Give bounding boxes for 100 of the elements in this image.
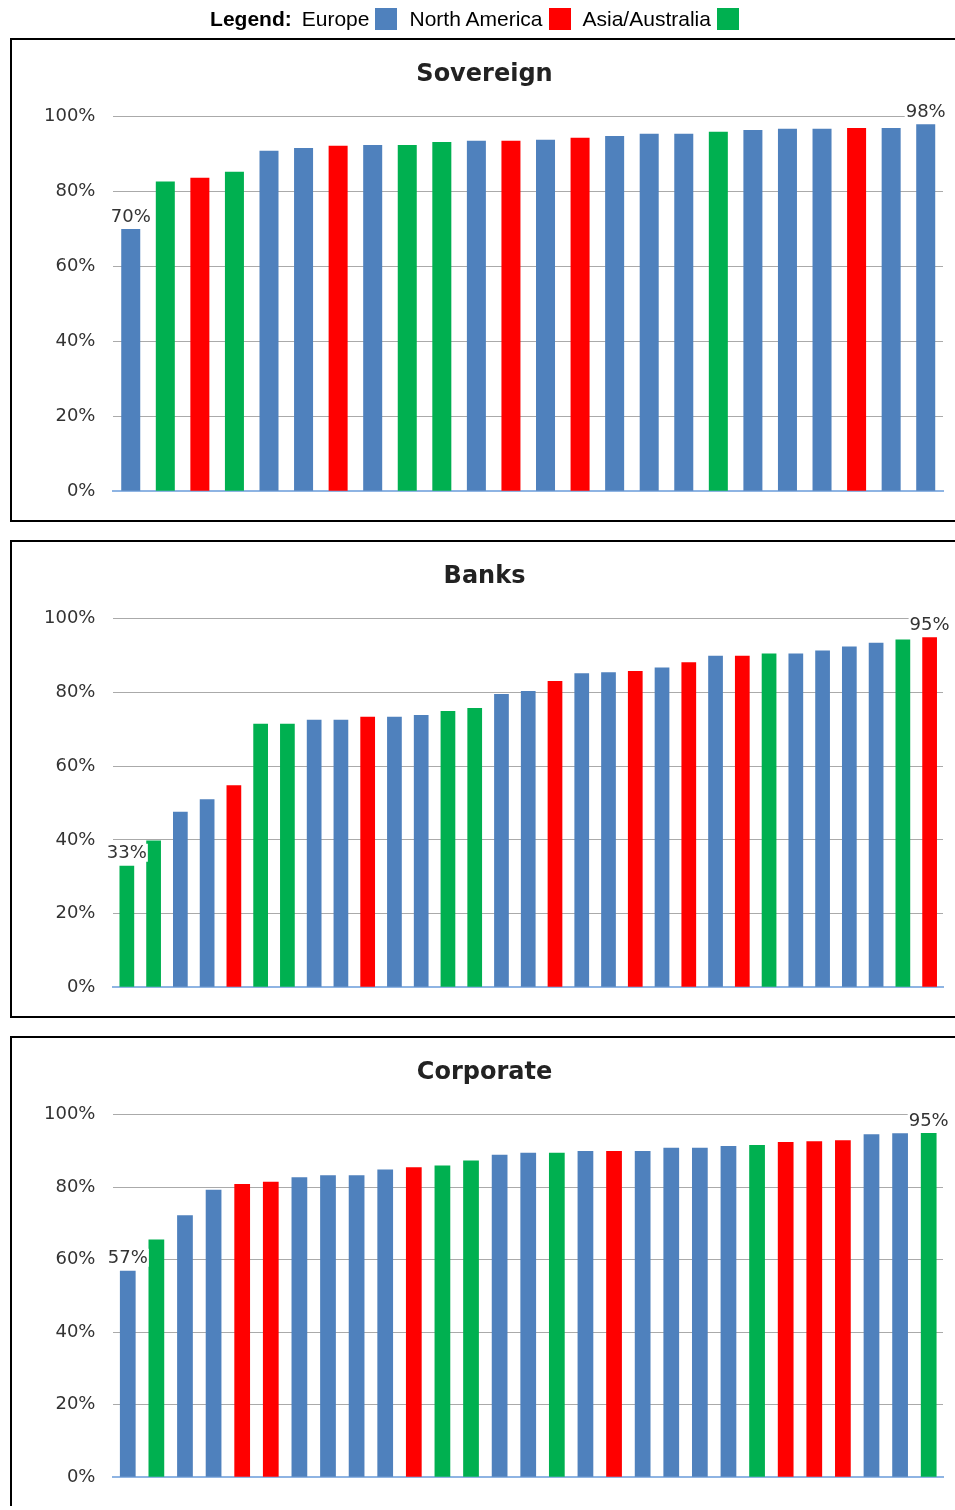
bar xyxy=(777,128,797,491)
bar xyxy=(788,653,804,987)
bar xyxy=(333,719,349,987)
data-label: 95% xyxy=(908,1108,949,1130)
bar xyxy=(720,1145,737,1477)
bar xyxy=(205,1189,222,1477)
bar xyxy=(743,129,763,491)
bar xyxy=(280,723,295,987)
bar xyxy=(224,171,244,491)
y-tick-label: 20% xyxy=(55,1392,96,1414)
bar xyxy=(835,1140,851,1477)
legend-label: Europe xyxy=(301,7,370,31)
y-tick-label: 80% xyxy=(55,680,96,702)
bar xyxy=(387,716,402,987)
bar xyxy=(570,137,590,491)
data-label: 98% xyxy=(905,99,946,121)
bar xyxy=(146,840,161,987)
bar xyxy=(681,662,697,987)
bar xyxy=(841,646,857,987)
bar xyxy=(863,1134,880,1477)
bar xyxy=(306,719,322,987)
y-tick-label: 0% xyxy=(66,1464,96,1486)
bar xyxy=(708,655,723,987)
y-tick-label: 0% xyxy=(66,974,96,996)
bar xyxy=(674,133,694,491)
bar xyxy=(466,140,486,491)
bar xyxy=(432,141,452,491)
bar xyxy=(920,1132,937,1477)
bar xyxy=(328,145,348,491)
bar xyxy=(868,642,884,987)
bar xyxy=(199,799,215,987)
bar xyxy=(806,1141,823,1477)
y-tick-label: 100% xyxy=(43,1102,96,1124)
y-tick-label: 60% xyxy=(55,254,96,276)
bar xyxy=(226,785,242,987)
bar xyxy=(892,1133,908,1477)
data-label: 57% xyxy=(107,1246,148,1268)
bar xyxy=(177,1215,193,1477)
bar xyxy=(121,229,141,491)
bar xyxy=(360,716,376,987)
bar xyxy=(606,1151,622,1477)
bar xyxy=(605,135,625,491)
bar xyxy=(734,655,750,987)
bar xyxy=(815,650,830,987)
bar xyxy=(663,1147,680,1477)
bar xyxy=(881,128,901,491)
bar xyxy=(708,131,728,491)
bar xyxy=(440,710,456,987)
bar xyxy=(348,1175,365,1477)
bar xyxy=(547,681,563,987)
y-tick-label: 40% xyxy=(55,1319,96,1341)
chart-title: Corporate xyxy=(416,1056,553,1085)
bar xyxy=(777,1141,794,1477)
bar xyxy=(654,667,670,987)
bar xyxy=(262,1181,279,1477)
bar xyxy=(577,1151,594,1477)
y-tick-label: 40% xyxy=(55,329,96,351)
bar xyxy=(413,714,429,987)
bar xyxy=(119,865,135,987)
bar xyxy=(119,1270,136,1477)
bar xyxy=(895,639,911,987)
y-tick-label: 40% xyxy=(55,827,96,849)
chart-title: Banks xyxy=(443,560,526,589)
y-tick-label: 80% xyxy=(55,179,96,201)
bar xyxy=(190,177,210,491)
bar xyxy=(294,147,314,491)
bar xyxy=(812,128,832,491)
bar xyxy=(634,1151,651,1477)
y-tick-label: 100% xyxy=(43,104,96,126)
bar xyxy=(491,1154,508,1477)
bar xyxy=(467,707,483,987)
bar xyxy=(234,1184,251,1477)
bar xyxy=(291,1177,308,1477)
data-label: 95% xyxy=(909,612,950,634)
bar xyxy=(691,1147,708,1477)
legend-label: North America xyxy=(409,7,543,31)
bar xyxy=(397,144,417,491)
legend-title: Legend: xyxy=(210,7,292,31)
y-tick-label: 100% xyxy=(43,606,96,628)
bar xyxy=(749,1144,765,1477)
bar xyxy=(377,1169,394,1477)
bar xyxy=(601,672,616,987)
bar xyxy=(501,140,521,491)
bar xyxy=(639,133,659,491)
bar xyxy=(320,1175,336,1477)
y-tick-label: 60% xyxy=(55,1247,96,1269)
chart-title: Sovereign xyxy=(416,58,553,87)
y-tick-label: 0% xyxy=(66,478,96,500)
bar xyxy=(761,653,777,987)
data-label: 70% xyxy=(110,204,151,226)
y-tick-label: 20% xyxy=(55,403,96,425)
bar xyxy=(916,124,936,491)
bar xyxy=(253,723,268,987)
y-tick-label: 80% xyxy=(55,1174,96,1196)
bar xyxy=(363,144,383,491)
bar xyxy=(574,673,590,987)
bar xyxy=(155,181,175,491)
bar xyxy=(148,1239,165,1477)
bar xyxy=(494,693,509,987)
bar xyxy=(536,139,556,491)
